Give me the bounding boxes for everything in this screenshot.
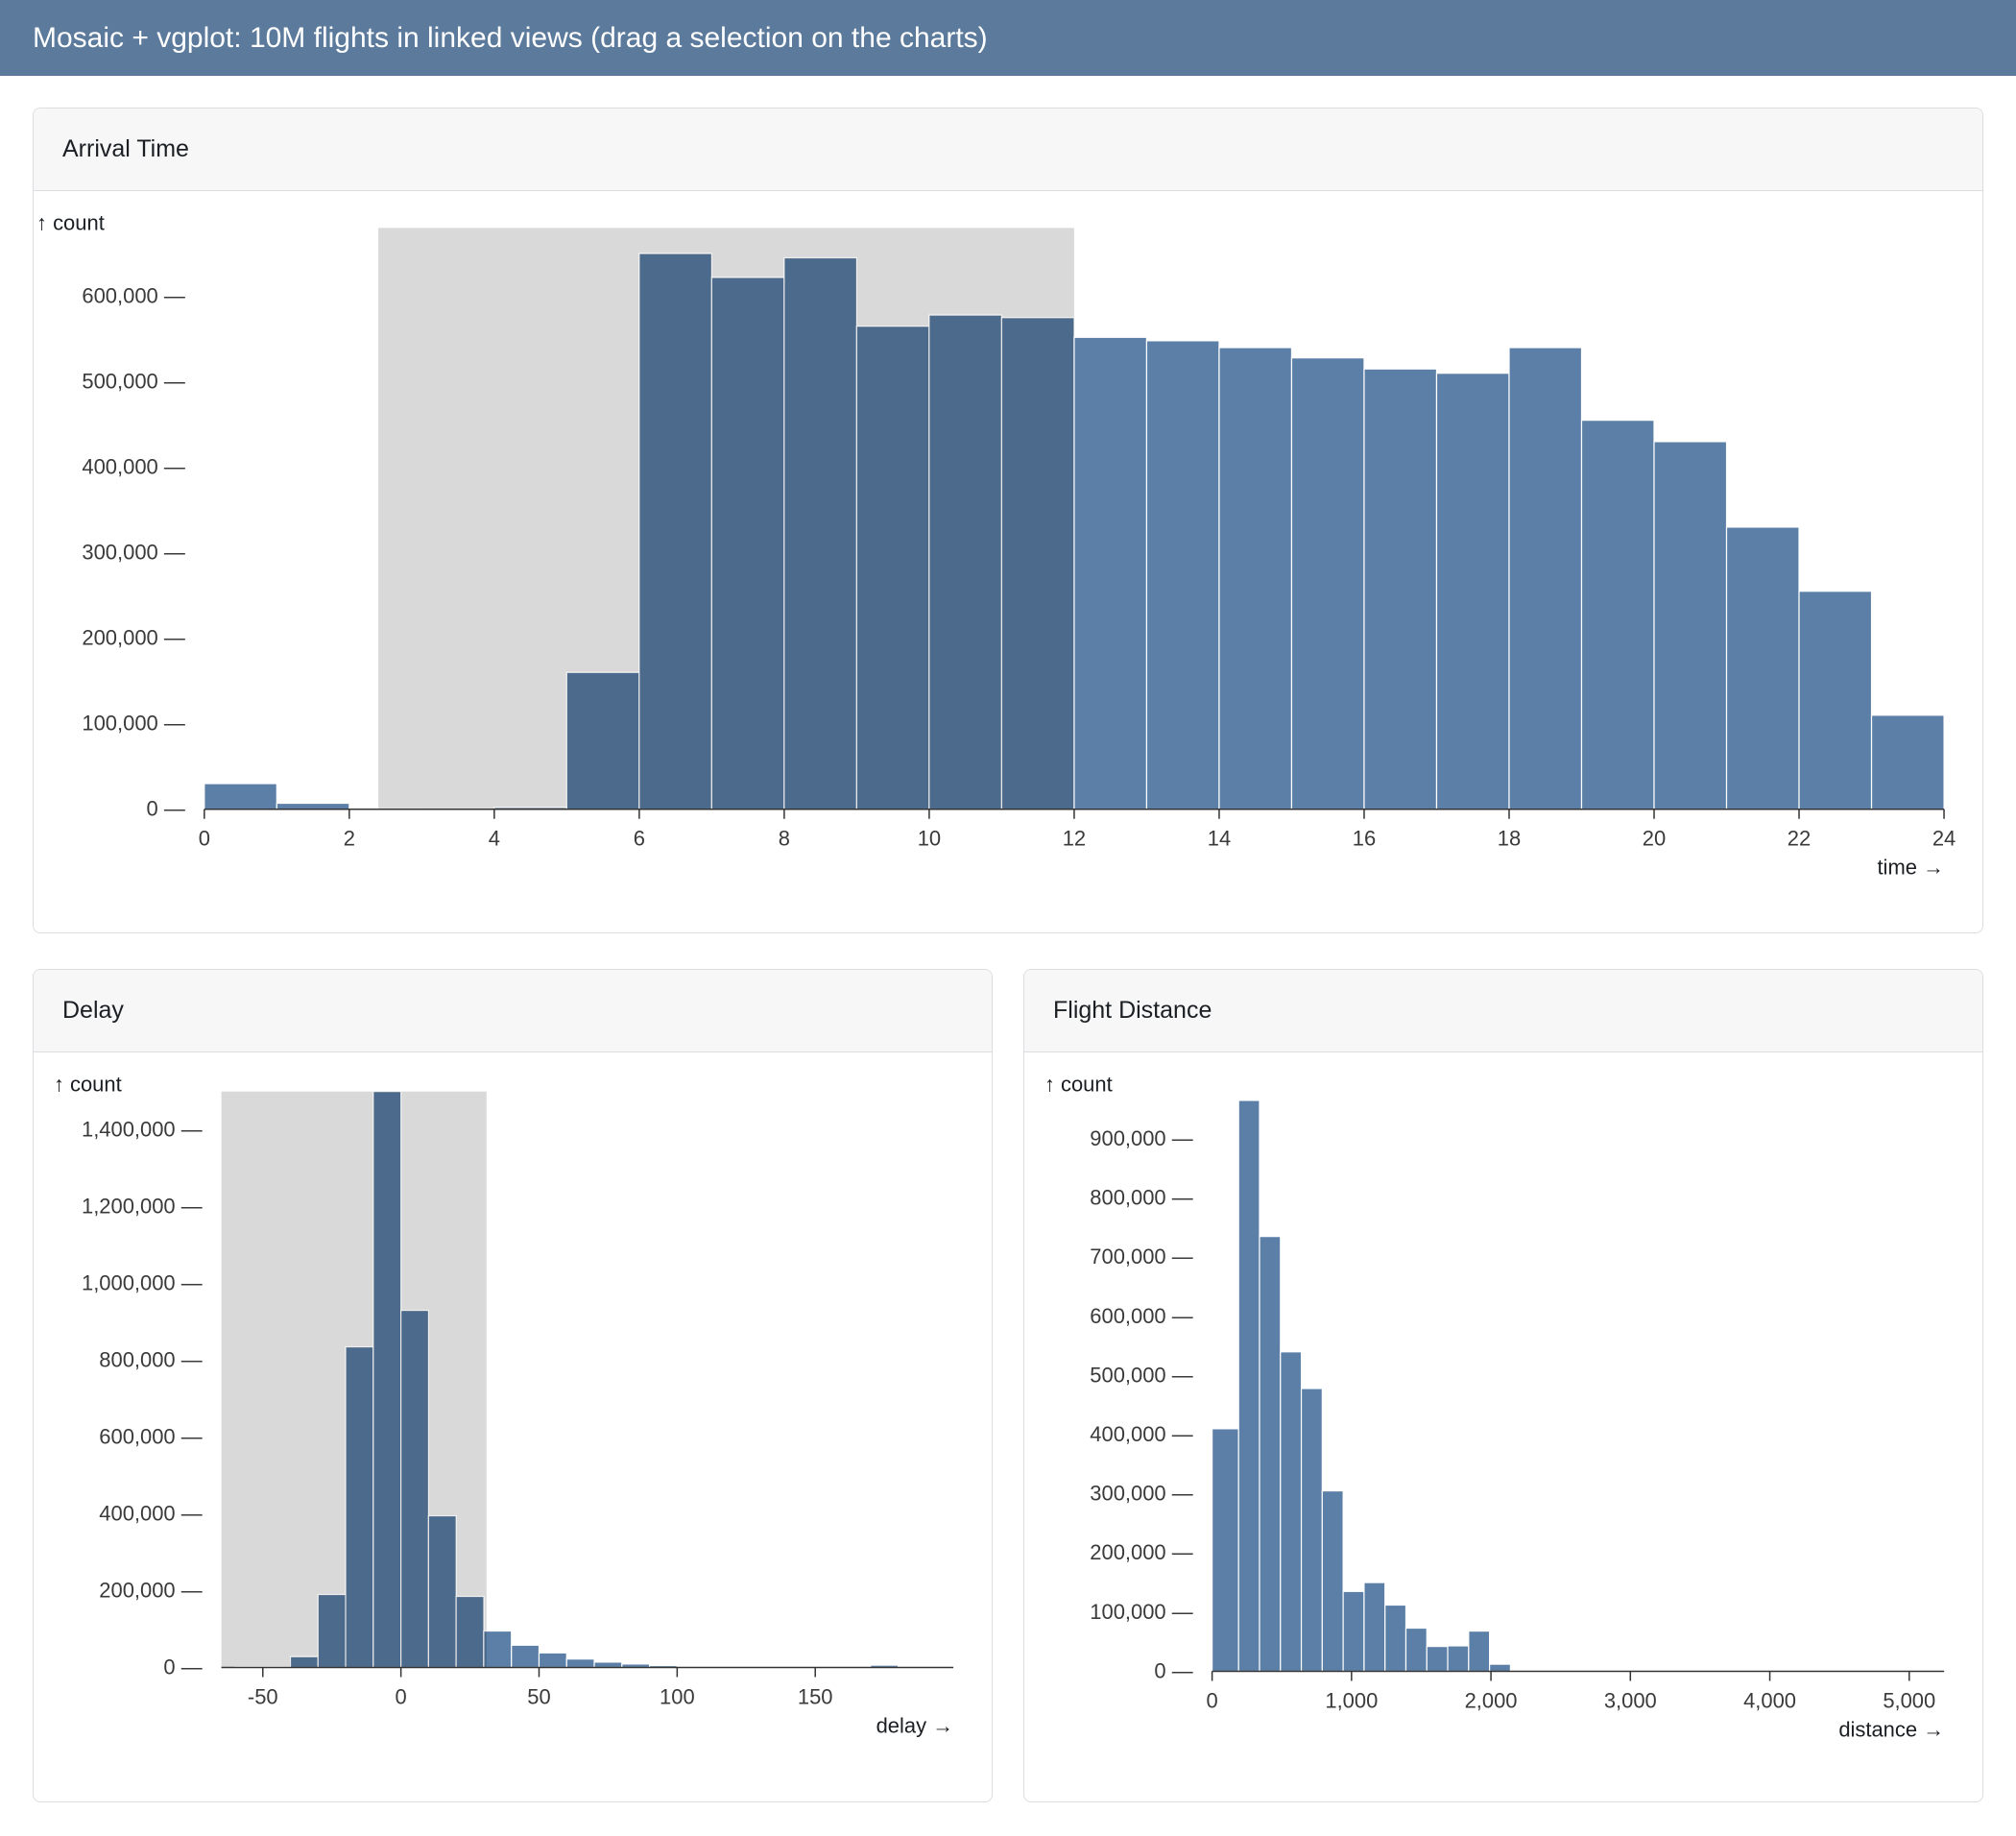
svg-text:200,000 —: 200,000 —	[82, 626, 185, 650]
svg-text:300,000 —: 300,000 —	[1090, 1482, 1192, 1506]
svg-text:↑ count: ↑ count	[36, 210, 105, 234]
svg-text:300,000 —: 300,000 —	[82, 541, 185, 565]
svg-text:200,000 —: 200,000 —	[1090, 1540, 1192, 1564]
svg-text:400,000 —: 400,000 —	[99, 1502, 202, 1526]
svg-text:12: 12	[1063, 827, 1086, 851]
svg-text:600,000 —: 600,000 —	[82, 284, 185, 308]
svg-text:700,000 —: 700,000 —	[1090, 1244, 1192, 1268]
svg-text:0: 0	[199, 827, 210, 851]
svg-text:900,000 —: 900,000 —	[1090, 1126, 1192, 1150]
svg-text:6: 6	[634, 827, 645, 851]
svg-text:800,000 —: 800,000 —	[1090, 1186, 1192, 1210]
svg-text:22: 22	[1788, 827, 1811, 851]
svg-text:10: 10	[918, 827, 941, 851]
svg-text:8: 8	[779, 827, 790, 851]
svg-text:1,400,000 —: 1,400,000 —	[82, 1118, 203, 1142]
svg-text:500,000 —: 500,000 —	[82, 370, 185, 394]
svg-text:4: 4	[489, 827, 500, 851]
svg-text:delay →: delay →	[876, 1713, 953, 1737]
svg-text:500,000 —: 500,000 —	[1090, 1363, 1192, 1387]
svg-text:100,000 —: 100,000 —	[1090, 1600, 1192, 1624]
svg-text:4,000: 4,000	[1743, 1688, 1796, 1712]
svg-text:time →: time →	[1877, 856, 1944, 880]
svg-text:400,000 —: 400,000 —	[82, 455, 185, 479]
svg-text:2: 2	[344, 827, 355, 851]
svg-text:18: 18	[1498, 827, 1521, 851]
svg-text:distance →: distance →	[1838, 1717, 1944, 1741]
svg-text:16: 16	[1353, 827, 1376, 851]
svg-text:2,000: 2,000	[1465, 1688, 1518, 1712]
svg-text:↑ count: ↑ count	[54, 1073, 122, 1097]
svg-text:24: 24	[1932, 827, 1956, 851]
svg-text:3,000: 3,000	[1604, 1688, 1657, 1712]
svg-text:1,000: 1,000	[1325, 1688, 1378, 1712]
svg-text:100,000 —: 100,000 —	[82, 712, 185, 736]
svg-text:0: 0	[396, 1684, 407, 1708]
svg-text:0 —: 0 —	[1154, 1658, 1192, 1682]
svg-text:20: 20	[1643, 827, 1666, 851]
svg-text:14: 14	[1208, 827, 1231, 851]
svg-text:-50: -50	[248, 1684, 278, 1708]
svg-text:800,000 —: 800,000 —	[99, 1348, 202, 1372]
svg-text:600,000 —: 600,000 —	[1090, 1304, 1192, 1328]
svg-text:1,200,000 —: 1,200,000 —	[82, 1195, 203, 1219]
svg-text:600,000 —: 600,000 —	[99, 1425, 202, 1449]
svg-text:400,000 —: 400,000 —	[1090, 1422, 1192, 1446]
svg-text:200,000 —: 200,000 —	[99, 1579, 202, 1603]
svg-text:50: 50	[527, 1684, 550, 1708]
svg-text:150: 150	[798, 1684, 833, 1708]
svg-text:1,000,000 —: 1,000,000 —	[82, 1271, 203, 1295]
svg-text:0: 0	[1207, 1688, 1218, 1712]
svg-text:5,000: 5,000	[1883, 1688, 1935, 1712]
svg-text:↑ count: ↑ count	[1044, 1073, 1113, 1097]
svg-text:0 —: 0 —	[163, 1655, 202, 1679]
svg-text:100: 100	[660, 1684, 695, 1708]
svg-text:0 —: 0 —	[147, 797, 185, 821]
